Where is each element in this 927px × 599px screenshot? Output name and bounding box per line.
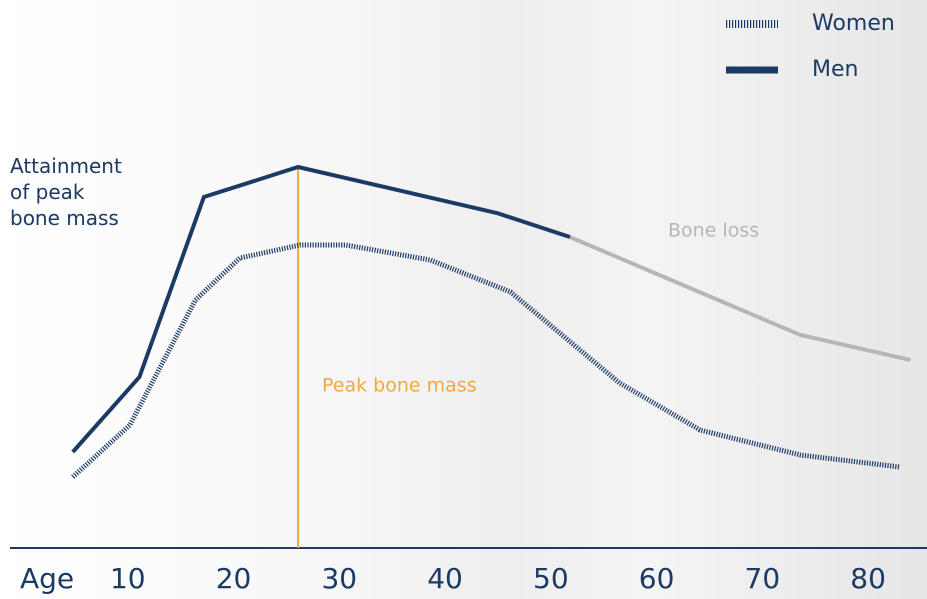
annotation: Attainment of peak bone mass [10, 153, 140, 231]
legend-label: Women [812, 11, 895, 36]
bone-loss-line [570, 237, 911, 360]
bone-loss-label: Bone loss [668, 220, 759, 242]
legend-label: Men [812, 57, 858, 82]
page: Age 10 20 30 40 50 60 70 80 Peak bone mass Bone l… [0, 0, 927, 599]
x-tick-label: 60 [639, 562, 675, 595]
series-line [73, 167, 570, 452]
chart: Age 10 20 30 40 50 60 70 80 Peak bone mass Bone l… [0, 0, 927, 599]
x-tick-label: 50 [533, 562, 569, 595]
series-line [73, 245, 900, 477]
x-tick-label: 30 [321, 562, 357, 595]
x-tick-label: 40 [427, 562, 463, 595]
x-tick-label: 10 [110, 562, 146, 595]
x-tick-label: 80 [850, 562, 886, 595]
x-tick-label: 70 [745, 562, 781, 595]
x-tick-label: 20 [216, 562, 252, 595]
peak-label: Peak bone mass [322, 375, 477, 397]
x-axis-label: Age [20, 562, 74, 595]
